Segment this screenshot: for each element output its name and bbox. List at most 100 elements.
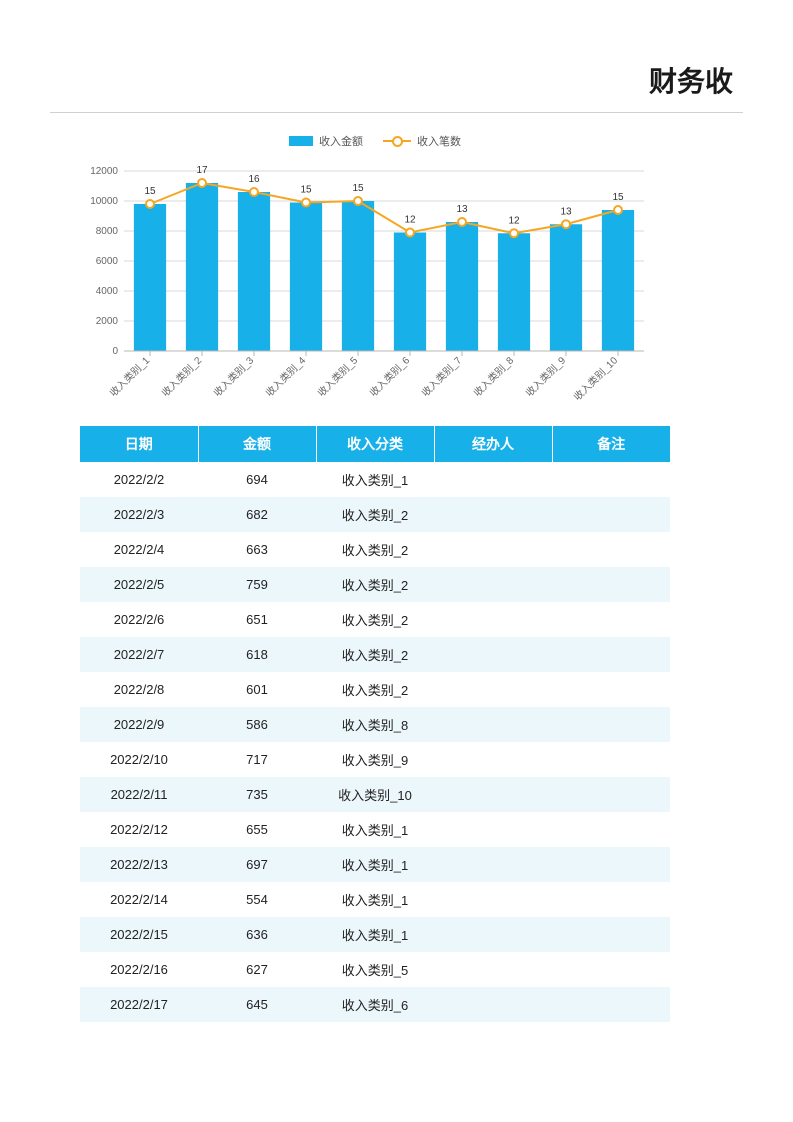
- table-cell: 收入类别_2: [316, 532, 434, 567]
- svg-text:12000: 12000: [90, 166, 118, 177]
- table-cell: 收入类别_1: [316, 882, 434, 917]
- table-cell: [434, 602, 552, 637]
- legend-bar-label: 收入金额: [319, 133, 363, 149]
- table-cell: 收入类别_1: [316, 462, 434, 497]
- table-cell: [552, 987, 670, 1022]
- table-cell: [434, 672, 552, 707]
- table-cell: [552, 882, 670, 917]
- table-row: 2022/2/9586收入类别_8: [80, 707, 670, 742]
- table-cell: [434, 987, 552, 1022]
- table-cell: 收入类别_8: [316, 707, 434, 742]
- table-cell: [434, 707, 552, 742]
- bar-swatch-icon: [289, 136, 313, 146]
- svg-text:收入类别_4: 收入类别_4: [263, 354, 309, 400]
- table-cell: [552, 602, 670, 637]
- income-table: 日期金额收入分类经办人备注 2022/2/2694收入类别_12022/2/36…: [80, 426, 670, 1022]
- table-cell: 2022/2/5: [80, 567, 198, 602]
- table-cell: 663: [198, 532, 316, 567]
- table-cell: [552, 917, 670, 952]
- table-cell: 收入类别_2: [316, 672, 434, 707]
- table-cell: [552, 847, 670, 882]
- table-row: 2022/2/12655收入类别_1: [80, 812, 670, 847]
- table-cell: 2022/2/11: [80, 777, 198, 812]
- income-chart: 收入金额 收入笔数 020004000600080001000012000收入类…: [80, 133, 670, 416]
- table-cell: 682: [198, 497, 316, 532]
- table-cell: [434, 497, 552, 532]
- table-cell: 2022/2/7: [80, 637, 198, 672]
- svg-text:4000: 4000: [96, 286, 119, 297]
- table-row: 2022/2/5759收入类别_2: [80, 567, 670, 602]
- table-cell: 697: [198, 847, 316, 882]
- svg-text:收入类别_7: 收入类别_7: [419, 354, 465, 400]
- table-cell: 651: [198, 602, 316, 637]
- table-cell: 2022/2/3: [80, 497, 198, 532]
- table-cell: 636: [198, 917, 316, 952]
- table-header-cell: 经办人: [434, 426, 552, 462]
- table-cell: [434, 917, 552, 952]
- table-cell: [552, 497, 670, 532]
- chart-svg: 020004000600080001000012000收入类别_1收入类别_2收…: [80, 153, 650, 411]
- table-cell: [552, 532, 670, 567]
- table-cell: [552, 637, 670, 672]
- svg-text:6000: 6000: [96, 256, 119, 267]
- table-cell: [552, 462, 670, 497]
- table-cell: 2022/2/15: [80, 917, 198, 952]
- table-cell: 2022/2/16: [80, 952, 198, 987]
- table-cell: 收入类别_2: [316, 637, 434, 672]
- table-cell: 2022/2/10: [80, 742, 198, 777]
- table-cell: 735: [198, 777, 316, 812]
- table-body: 2022/2/2694收入类别_12022/2/3682收入类别_22022/2…: [80, 462, 670, 1022]
- table-cell: 2022/2/2: [80, 462, 198, 497]
- table-cell: [434, 847, 552, 882]
- table-cell: [434, 462, 552, 497]
- table-cell: [552, 777, 670, 812]
- table-cell: 收入类别_1: [316, 812, 434, 847]
- table-row: 2022/2/15636收入类别_1: [80, 917, 670, 952]
- table-cell: 收入类别_9: [316, 742, 434, 777]
- table-header-cell: 备注: [552, 426, 670, 462]
- svg-text:收入类别_5: 收入类别_5: [315, 354, 361, 400]
- table-cell: 2022/2/4: [80, 532, 198, 567]
- svg-text:15: 15: [144, 186, 156, 197]
- table-cell: [434, 532, 552, 567]
- table-cell: 收入类别_10: [316, 777, 434, 812]
- table-header-row: 日期金额收入分类经办人备注: [80, 426, 670, 462]
- table-row: 2022/2/16627收入类别_5: [80, 952, 670, 987]
- table-cell: 收入类别_2: [316, 602, 434, 637]
- table-cell: 2022/2/6: [80, 602, 198, 637]
- table-cell: 586: [198, 707, 316, 742]
- svg-text:收入类别_2: 收入类别_2: [159, 354, 205, 400]
- table-row: 2022/2/3682收入类别_2: [80, 497, 670, 532]
- table-cell: 645: [198, 987, 316, 1022]
- table-row: 2022/2/13697收入类别_1: [80, 847, 670, 882]
- svg-text:13: 13: [560, 206, 572, 217]
- table-cell: [434, 777, 552, 812]
- svg-text:15: 15: [300, 185, 312, 196]
- table-header-cell: 日期: [80, 426, 198, 462]
- table-row: 2022/2/14554收入类别_1: [80, 882, 670, 917]
- svg-text:16: 16: [248, 174, 260, 185]
- table-row: 2022/2/6651收入类别_2: [80, 602, 670, 637]
- svg-text:10000: 10000: [90, 196, 118, 207]
- table-cell: 2022/2/13: [80, 847, 198, 882]
- line-swatch-icon: [383, 135, 411, 147]
- svg-text:12: 12: [508, 215, 520, 226]
- svg-text:15: 15: [352, 183, 364, 194]
- table-cell: 601: [198, 672, 316, 707]
- table-row: 2022/2/8601收入类别_2: [80, 672, 670, 707]
- svg-text:收入类别_6: 收入类别_6: [367, 354, 413, 400]
- svg-text:2000: 2000: [96, 316, 119, 327]
- table-row: 2022/2/2694收入类别_1: [80, 462, 670, 497]
- svg-text:收入类别_9: 收入类别_9: [523, 354, 569, 400]
- table-cell: 759: [198, 567, 316, 602]
- table-row: 2022/2/11735收入类别_10: [80, 777, 670, 812]
- table-cell: [434, 952, 552, 987]
- table-cell: [434, 742, 552, 777]
- table-row: 2022/2/7618收入类别_2: [80, 637, 670, 672]
- table-cell: [434, 812, 552, 847]
- svg-text:收入类别_8: 收入类别_8: [471, 354, 517, 400]
- table-cell: [552, 952, 670, 987]
- svg-text:收入类别_1: 收入类别_1: [107, 354, 153, 400]
- table-cell: 收入类别_2: [316, 497, 434, 532]
- page-title: 财务收: [50, 60, 743, 113]
